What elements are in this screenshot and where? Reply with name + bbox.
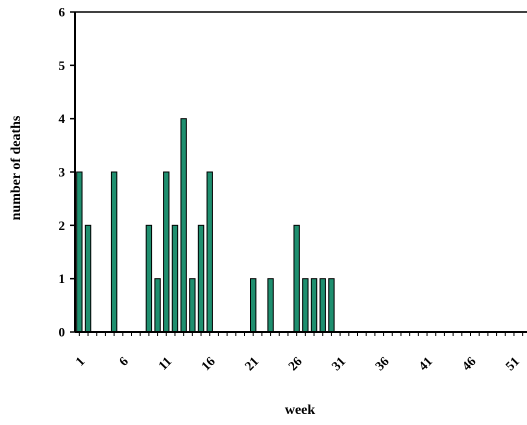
bar-week-15 bbox=[197, 224, 205, 333]
bar-week-14 bbox=[189, 278, 196, 333]
y-tick-label: 5 bbox=[59, 58, 66, 73]
x-tick-label: 46 bbox=[459, 353, 479, 373]
bar-week-1 bbox=[76, 171, 83, 333]
y-tick-label: 0 bbox=[59, 325, 66, 340]
bar-week-29 bbox=[319, 278, 326, 333]
x-ticks-group: 1 6 11 16 21 26 31 36 41 46 51 bbox=[72, 332, 524, 374]
bars-group bbox=[76, 118, 335, 333]
x-tick-label: 36 bbox=[372, 353, 392, 373]
bar-week-26 bbox=[293, 224, 300, 333]
x-tick-label: 31 bbox=[328, 354, 348, 374]
bar-week-28 bbox=[310, 278, 318, 333]
x-tick-label: 1 bbox=[72, 354, 87, 369]
x-tick-label: 11 bbox=[155, 354, 174, 373]
bar-week-5 bbox=[110, 171, 118, 333]
bar-week-9 bbox=[145, 224, 153, 333]
x-axis-title: week bbox=[285, 403, 316, 418]
y-tick-label: 2 bbox=[59, 218, 66, 233]
x-tick-label: 41 bbox=[415, 354, 435, 374]
y-ticks-group: 0 1 2 3 4 5 6 bbox=[59, 5, 75, 340]
y-tick-label: 4 bbox=[59, 111, 66, 126]
bar-week-23 bbox=[267, 278, 274, 333]
y-axis-title: number of deaths bbox=[9, 115, 24, 220]
bar-week-30 bbox=[328, 278, 335, 333]
y-tick-label: 1 bbox=[59, 271, 66, 286]
axes-group bbox=[74, 11, 527, 333]
bar-week-16 bbox=[206, 171, 213, 333]
x-tick-label: 51 bbox=[502, 354, 522, 374]
x-tick-label: 16 bbox=[198, 353, 218, 373]
y-tick-label: 3 bbox=[59, 165, 66, 180]
x-tick-label: 6 bbox=[116, 353, 132, 369]
bar-week-21 bbox=[250, 278, 257, 333]
x-tick-label: 21 bbox=[242, 354, 262, 374]
bar-week-27 bbox=[302, 278, 309, 333]
y-tick-label: 6 bbox=[59, 5, 66, 20]
bar-week-11 bbox=[163, 171, 170, 333]
x-tick-label: 26 bbox=[285, 353, 305, 373]
bar-week-10 bbox=[154, 278, 161, 333]
bar-week-12 bbox=[171, 224, 179, 333]
bar-week-13 bbox=[180, 118, 187, 333]
bar-week-2 bbox=[84, 224, 92, 333]
